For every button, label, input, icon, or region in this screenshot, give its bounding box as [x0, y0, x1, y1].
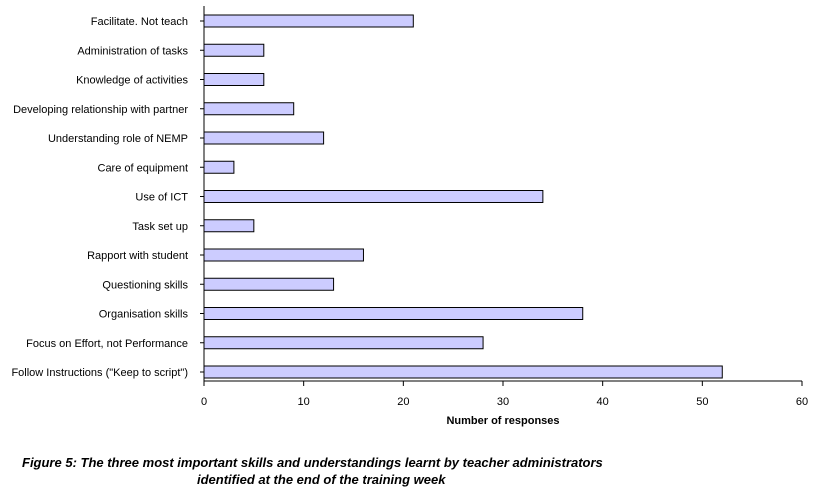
category-label-4: Understanding role of NEMP: [48, 133, 188, 145]
category-label-12: Follow Instructions ("Keep to script"): [11, 367, 188, 379]
bar-6: [203, 190, 544, 203]
category-label-3: Developing relationship with partner: [13, 104, 188, 116]
category-label-0: Facilitate. Not teach: [91, 16, 188, 28]
x-axis: 0 10 20 30 40 50 60: [200, 6, 808, 408]
bar-9: [203, 277, 335, 291]
figure-caption-line-1: Figure 5: The three most important skill…: [22, 455, 603, 470]
x-tick-label-0: 0: [201, 396, 207, 408]
bar-12: [203, 365, 723, 379]
bar-chart: Facilitate. Not teach Administration of t…: [11, 6, 808, 427]
x-tick-label-6: 60: [796, 396, 808, 408]
bar-0: [203, 14, 414, 28]
category-labels: Facilitate. Not teach Administration of t…: [11, 16, 188, 379]
bars-layer: [203, 14, 723, 379]
x-tick-label-5: 50: [696, 396, 708, 408]
bar-7: [203, 219, 255, 233]
bar-5: [203, 160, 235, 174]
bar-8: [203, 248, 364, 262]
x-tick-label-3: 30: [497, 396, 509, 408]
bar-4: [203, 131, 325, 145]
bar-3: [203, 102, 295, 116]
x-axis-title: Number of responses: [446, 415, 559, 427]
x-tick-label-4: 40: [597, 396, 609, 408]
bar-2: [203, 73, 265, 86]
bar-11: [203, 336, 484, 350]
category-label-6: Use of ICT: [135, 192, 188, 204]
category-label-5: Care of equipment: [98, 162, 189, 174]
bar-1: [203, 43, 265, 57]
x-tick-label-2: 20: [397, 396, 409, 408]
category-label-8: Rapport with student: [87, 250, 188, 262]
x-tick-label-1: 10: [298, 396, 310, 408]
bar-10: [203, 307, 584, 320]
category-label-9: Questioning skills: [102, 279, 188, 291]
category-label-11: Focus on Effort, not Performance: [26, 338, 188, 350]
category-label-2: Knowledge of activities: [76, 75, 188, 87]
figure-caption-line-2: identified at the end of the training we…: [197, 472, 446, 487]
category-label-7: Task set up: [132, 221, 188, 233]
category-label-1: Administration of tasks: [77, 45, 188, 57]
category-label-10: Organisation skills: [99, 309, 189, 321]
